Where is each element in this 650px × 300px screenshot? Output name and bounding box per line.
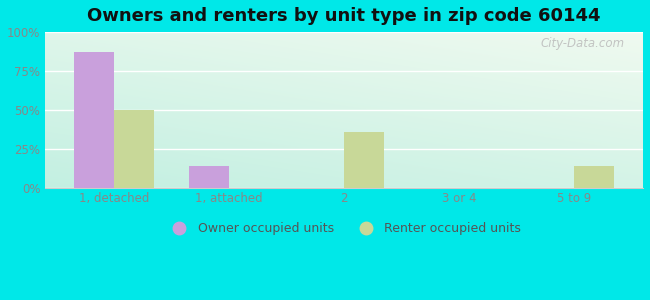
Bar [189, 166, 229, 188]
Title: Owners and renters by unit type in zip code 60144: Owners and renters by unit type in zip c… [87, 7, 601, 25]
Bar [574, 166, 614, 188]
Legend: Owner occupied units, Renter occupied units: Owner occupied units, Renter occupied un… [162, 218, 526, 240]
Bar [114, 110, 155, 188]
Bar [74, 52, 114, 188]
Bar [344, 132, 384, 188]
Text: City-Data.com: City-Data.com [541, 37, 625, 50]
